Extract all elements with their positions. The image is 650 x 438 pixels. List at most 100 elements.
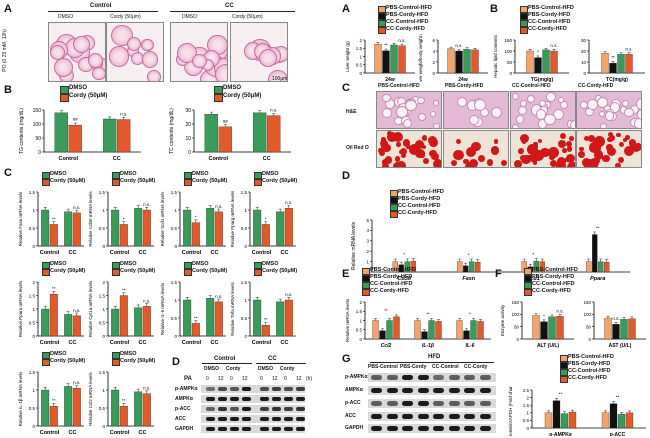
legend-label: PBS-Cordy-HFD	[568, 361, 611, 367]
legend-label: Cordy (50μM)	[50, 178, 86, 184]
y-tick-label: 2.5	[523, 388, 530, 393]
y-tick-label: 2	[32, 280, 35, 285]
category-label: Control	[40, 430, 60, 436]
cell	[176, 42, 197, 63]
lipid-vacuole	[559, 100, 569, 110]
bar	[386, 320, 393, 340]
chart-l-c9: 0 0.5 1 1.5 Relative IL-1β mRNA levels Contro…	[18, 370, 84, 436]
significance-label: n.s.	[73, 308, 80, 313]
significance-label: n.s.	[143, 202, 150, 207]
lipid-droplet	[381, 159, 389, 166]
blot-band	[479, 426, 491, 431]
legend-label: CC-Control-HFD	[398, 203, 441, 209]
legend-swatch	[524, 268, 532, 275]
lipid-droplet	[628, 139, 637, 147]
lipid-droplet	[522, 140, 527, 145]
mini-legend: DMSO Cordy (50μM)	[112, 351, 162, 366]
pa-time: 0	[260, 376, 263, 382]
lipid-droplet	[622, 138, 627, 143]
legend-swatch	[560, 376, 568, 383]
lipid-vacuole	[517, 105, 528, 116]
bar	[609, 403, 618, 429]
chart-protein-quant: 0 0.5 1 1.5 2 2.5 Protein/GAPDH (Fold change) p…	[508, 386, 646, 436]
y-tick-label: 0.5	[356, 328, 363, 333]
significance-label: *	[537, 50, 539, 55]
he-stain-image	[576, 91, 642, 129]
bar	[276, 301, 285, 337]
legend-swatch	[214, 86, 223, 94]
y-tick-label: 1	[244, 208, 247, 213]
y-tick-label: 0	[32, 424, 35, 429]
legend-swatch	[524, 275, 532, 282]
y-tick-label: 0.5	[241, 316, 248, 321]
bar	[556, 316, 564, 340]
blot-row-label: GAPDH	[345, 425, 364, 431]
histo-col-label: CC-Cordy-HFD	[578, 83, 614, 89]
chart-l-c10: 0 0.5 1 1.5 Relative Ccl2 mRNA levels Control…	[88, 370, 154, 436]
lipid-droplet	[533, 141, 538, 147]
bar	[41, 308, 50, 337]
category-label: CC	[211, 250, 219, 256]
legend-swatch	[42, 352, 50, 359]
bar	[534, 57, 542, 74]
bar	[470, 320, 477, 340]
chart-l-c4: 0 0.5 1 1.5 Relative Pparg mRNA levels Contro…	[230, 190, 296, 256]
blot-row-label: p-AMPKα	[345, 374, 368, 380]
legend-label: DMSO	[262, 171, 279, 177]
bar	[471, 49, 479, 74]
blot-band	[218, 387, 227, 391]
lipid-vacuole	[456, 96, 468, 108]
bar	[49, 224, 58, 247]
significance-label: **	[122, 288, 126, 293]
bar	[604, 261, 610, 273]
category-label: Control	[40, 340, 60, 346]
blot-row-label: p-ACC	[175, 406, 191, 412]
bar	[72, 388, 81, 427]
significance-label: n.s.	[270, 108, 277, 113]
y-tick-label: 100	[504, 49, 512, 54]
bar	[398, 45, 406, 74]
bar	[612, 324, 620, 340]
bar	[410, 260, 416, 273]
lipid-droplet	[607, 136, 613, 143]
category-label: Fasn	[462, 276, 475, 282]
col-label-2: Cordy (50μm)	[110, 14, 141, 20]
legend-swatch	[42, 359, 50, 366]
category-label: Control	[208, 156, 228, 162]
bar	[379, 330, 386, 340]
blot-band	[284, 407, 293, 411]
legend-label: PBS-Control-HFD	[370, 267, 416, 273]
y-tick-label: 3	[366, 239, 369, 244]
category-label: CC	[113, 156, 121, 162]
legend-swatch	[560, 355, 568, 362]
bar	[447, 48, 455, 74]
bar	[533, 260, 539, 273]
lipid-vacuole	[539, 99, 547, 107]
lipid-vacuole	[429, 110, 437, 118]
significance-label: n.s.	[215, 204, 222, 209]
legend-swatch	[362, 282, 370, 289]
panel-label-left-a: A	[4, 3, 12, 15]
blot-band	[242, 417, 251, 421]
blot-band	[206, 397, 215, 401]
bar	[111, 209, 120, 247]
bar	[41, 209, 50, 247]
y-tick-label: 1.5	[29, 370, 36, 375]
category-label: IL-6	[466, 343, 475, 348]
significance-label: n.s.	[455, 43, 462, 48]
bar	[142, 393, 151, 427]
bar	[601, 412, 610, 429]
legend-label: PBS-Cordy-HFD	[532, 274, 575, 280]
blot-band	[479, 401, 491, 406]
y-axis-label: Liver weight (g)	[345, 41, 350, 72]
panel-label-right-d: D	[342, 170, 350, 182]
chart-l-c8: 0 0.5 1 1.5 Relative Tnfa mRNA levels Control…	[230, 280, 296, 346]
bar	[276, 211, 285, 247]
y-tick-label: 0.5	[241, 226, 248, 231]
lipid-vacuole	[598, 110, 605, 117]
legend-label: DMSO	[192, 171, 209, 177]
lipid-vacuole	[512, 92, 520, 100]
lipid-droplet	[549, 159, 558, 167]
lipid-vacuole	[557, 96, 565, 104]
lipid-droplet	[432, 158, 441, 167]
